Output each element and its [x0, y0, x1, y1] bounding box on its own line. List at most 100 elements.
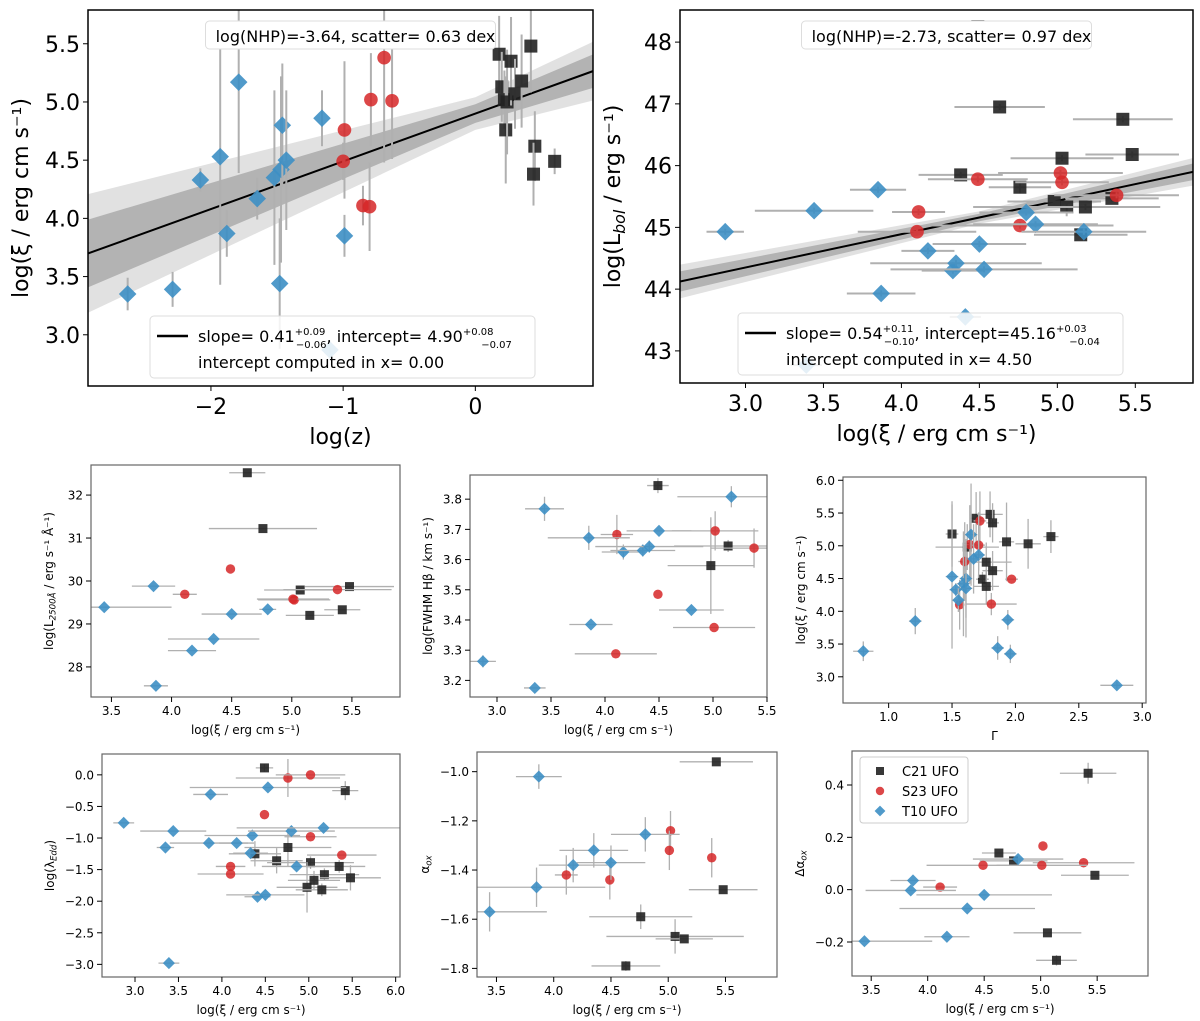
- data-point: [524, 10, 538, 93]
- y-tick-label: 0.2: [825, 831, 844, 845]
- data-point: [197, 869, 264, 879]
- data-point: [1004, 644, 1017, 664]
- plot-area: [852, 762, 1135, 966]
- series-t10-ufo: [477, 764, 680, 932]
- series-t10-ufo: [470, 486, 767, 695]
- marker-diamond: [159, 841, 172, 854]
- y-tick-label: 5.0: [45, 91, 80, 116]
- marker-square: [981, 581, 991, 591]
- marker-square: [345, 873, 355, 883]
- y-tick-label: −0.5: [65, 800, 94, 814]
- series-s23-ufo: [336, 10, 399, 251]
- y-tick-label: 0.0: [75, 768, 94, 782]
- y-tick-label: −0.2: [815, 935, 844, 949]
- data-point: [952, 588, 965, 612]
- data-point: [337, 61, 352, 199]
- x-tick-label: 5.5: [716, 984, 735, 998]
- legend-label: C21 UFO: [902, 765, 959, 780]
- x-tick-label: 2.0: [1006, 710, 1025, 724]
- marker-diamond: [906, 874, 920, 887]
- x-tick-label: 3.5: [862, 983, 881, 997]
- data-point: [665, 811, 676, 851]
- marker-square: [679, 934, 689, 944]
- legend-marker-square: [876, 767, 884, 775]
- marker-square: [317, 885, 327, 895]
- series-t10-ufo: [852, 852, 1064, 948]
- marker-diamond: [909, 615, 922, 628]
- data-point: [284, 832, 337, 842]
- marker-diamond: [244, 847, 257, 860]
- y-tick-label: −1.0: [440, 765, 469, 779]
- data-point: [167, 632, 260, 646]
- marker-diamond: [587, 844, 600, 857]
- series-s23-ufo: [554, 811, 717, 900]
- marker-diamond: [204, 788, 217, 801]
- data-point: [923, 882, 958, 892]
- x-tick-label: 4.0: [918, 983, 937, 997]
- data-point: [547, 525, 630, 550]
- data-point: [335, 214, 354, 257]
- marker-diamond: [538, 502, 551, 515]
- marker-diamond: [191, 171, 210, 189]
- marker-diamond: [959, 582, 973, 595]
- x-tick-label: 3.5: [487, 984, 506, 998]
- marker-diamond: [313, 109, 331, 128]
- x-tick-label: 4.0: [595, 704, 614, 718]
- plot-area: [477, 757, 758, 971]
- marker-circle: [935, 882, 945, 892]
- data-point: [576, 845, 646, 880]
- marker-circle: [337, 850, 347, 860]
- data-point: [250, 848, 303, 874]
- marker-square: [1047, 194, 1061, 208]
- x-axis-label: log(ξ / erg cm s⁻¹): [196, 1003, 305, 1017]
- marker-square: [1013, 180, 1027, 194]
- data-point: [163, 271, 182, 307]
- data-point: [554, 855, 578, 895]
- data-point: [589, 904, 693, 930]
- marker-circle: [910, 224, 924, 239]
- data-point: [477, 867, 606, 907]
- data-point: [158, 957, 180, 970]
- marker-circle: [1037, 860, 1047, 871]
- marker-square: [977, 574, 987, 584]
- x-tick-label: 4.5: [975, 983, 994, 997]
- marker-square: [1042, 928, 1052, 938]
- marker-square: [528, 139, 542, 153]
- marker-square: [1023, 539, 1033, 549]
- data-point: [1013, 928, 1082, 938]
- data-point: [986, 503, 999, 543]
- marker-diamond: [185, 644, 199, 657]
- y-tick-label: −1.0: [65, 832, 94, 846]
- marker-diamond: [967, 552, 980, 565]
- y-tick-label: 0.0: [825, 883, 844, 897]
- y-tick-label: 31: [68, 532, 83, 546]
- data-point: [973, 491, 987, 551]
- marker-square: [302, 882, 312, 892]
- marker-circle: [377, 50, 391, 65]
- x-tick-label: 3.5: [102, 704, 121, 718]
- marker-square: [723, 541, 733, 551]
- y-tick-label: 30: [68, 575, 83, 589]
- data-point: [849, 180, 907, 199]
- data-point: [1043, 520, 1059, 553]
- data-point: [574, 649, 657, 659]
- x-tick-label: 4.5: [601, 984, 620, 998]
- data-point: [991, 636, 1005, 660]
- marker-diamond: [944, 261, 962, 280]
- marker-diamond: [978, 888, 991, 901]
- marker-circle: [305, 832, 316, 842]
- fit-band-inner: [88, 54, 593, 288]
- marker-circle: [336, 154, 350, 169]
- marker-diamond: [904, 884, 917, 897]
- marker-circle: [1038, 841, 1048, 851]
- data-point: [595, 540, 704, 553]
- x-tick-label: 4.0: [884, 392, 919, 417]
- fit-legend-intercept-note: intercept computed in x= 4.50: [786, 350, 1032, 369]
- marker-circle: [283, 773, 293, 783]
- data-point: [918, 168, 1003, 182]
- marker-diamond: [1026, 215, 1045, 234]
- data-point: [524, 681, 546, 695]
- data-point: [538, 847, 608, 883]
- data-point: [273, 63, 292, 187]
- data-point: [996, 860, 1087, 871]
